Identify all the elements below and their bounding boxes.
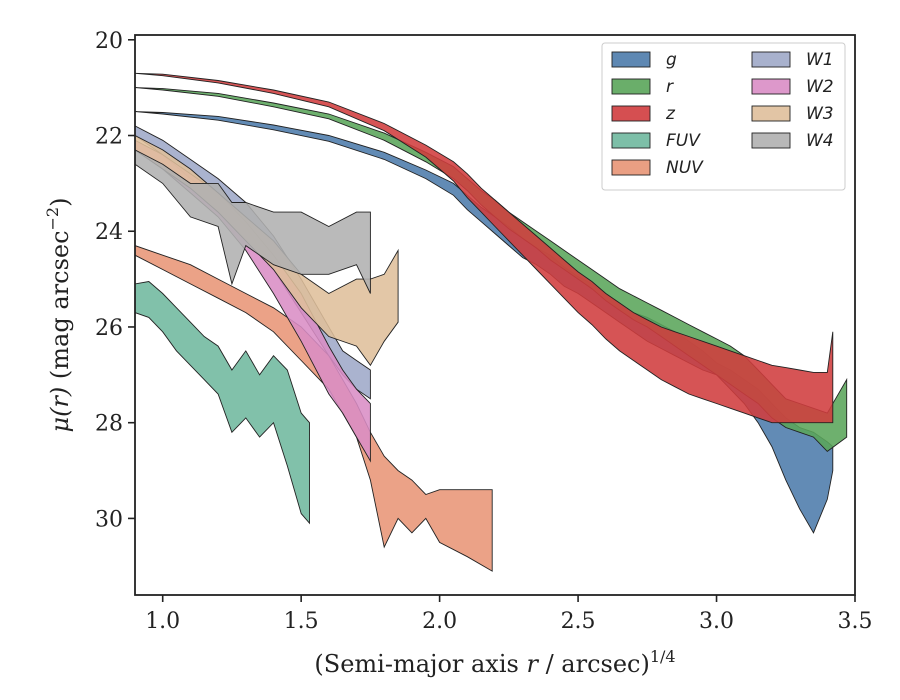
- legend-swatch-g: [611, 51, 651, 68]
- x-axis-title: (Semi-major axis r / arcsec)1/4: [314, 647, 675, 678]
- legend-swatch-r: [611, 78, 651, 95]
- legend-swatch-nuv: [611, 159, 651, 176]
- y-tick-label: 20: [95, 29, 123, 54]
- y-axis: 20 22 24 26 28 30: [95, 29, 135, 532]
- legend-label-g: g: [666, 50, 677, 70]
- plot-frame: [134, 34, 856, 596]
- legend-label-w1: W1: [806, 50, 834, 70]
- profile-bands: [135, 72, 848, 572]
- legend-label-fuv: FUV: [666, 131, 701, 151]
- x-tick-label: 2.0: [422, 609, 457, 634]
- legend-label-w2: W2: [806, 77, 834, 97]
- y-tick-label: 30: [95, 507, 123, 532]
- legend-swatch-w2: [751, 78, 791, 95]
- legend-swatch-w4: [751, 132, 791, 149]
- x-tick-label: 1.0: [145, 609, 180, 634]
- x-tick-label: 1.5: [284, 609, 319, 634]
- x-tick-label: 3.0: [699, 609, 734, 634]
- legend-swatch-w1: [751, 51, 791, 68]
- y-tick-label: 28: [95, 412, 123, 437]
- legend-label-w3: W3: [806, 104, 834, 124]
- y-tick-label: 22: [95, 125, 123, 150]
- y-tick-label: 24: [95, 220, 123, 245]
- legend-label-nuv: NUV: [666, 158, 704, 178]
- x-axis: 1.0 1.5 2.0 2.5 3.0 3.5: [145, 595, 873, 634]
- y-tick-label: 26: [95, 316, 123, 341]
- x-tick-label: 3.5: [838, 609, 873, 634]
- legend-label-w4: W4: [806, 131, 834, 151]
- band-z: [135, 72, 834, 424]
- legend-label-r: r: [666, 77, 674, 97]
- y-axis-title: μ(r) (mag arcsec−2): [43, 198, 74, 433]
- band-fuv: [135, 281, 310, 525]
- legend: grz FUV NUV W1 W2 W3 W4: [601, 42, 846, 191]
- x-tick-label: 2.5: [561, 609, 596, 634]
- legend-swatch-fuv: [611, 132, 651, 149]
- legend-label-z: z: [665, 104, 676, 124]
- legend-swatch-z: [611, 105, 651, 122]
- band-w4: [135, 149, 371, 294]
- legend-swatch-w3: [751, 105, 791, 122]
